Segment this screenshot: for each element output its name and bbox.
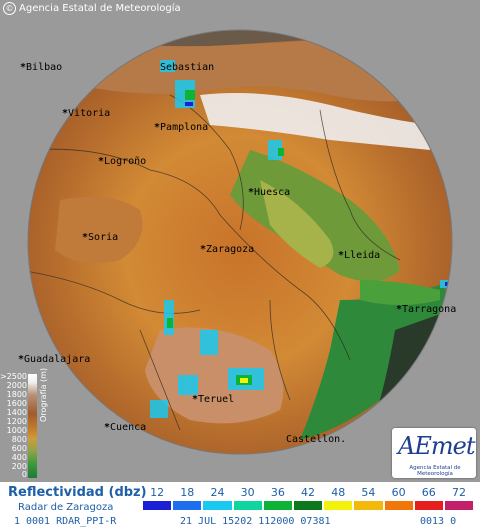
city-label-zaragoza: *Zaragoza [200,244,255,255]
city-label-cuenca: *Cuenca [104,422,147,433]
legend-subtitle: Radar de Zaragoza [18,502,114,513]
legend-scale-step: 12 [142,486,172,510]
city-label-teruel: *Teruel [192,394,235,405]
orography-ticks: >2500 2000 1800 1600 1400 1200 1000 800 … [0,372,27,480]
orography-tick: 1400 [6,408,27,417]
orography-tick: 600 [11,444,27,453]
orography-scale: >2500 2000 1800 1600 1400 1200 1000 800 … [0,368,50,480]
orography-tick: >2500 [0,372,27,381]
legend-scale-value: 72 [451,486,466,499]
orography-title: Orografía (m) [39,367,48,422]
legend-scale-step: 24 [202,486,232,510]
radar-map [27,29,453,455]
orography-tick: 1000 [6,426,27,435]
legend-scale-value: 48 [331,486,346,499]
info-code: 0001 RDAR_PPI-R [26,516,117,527]
city-label-tarragona: *Tarragona [396,304,457,315]
city-label-sebastian: Sebastian [160,62,215,73]
legend-color-swatch [173,501,202,510]
copyright-credit: © Agencia Estatal de Meteorología [3,2,181,15]
legend-scale-value: 30 [240,486,255,499]
city-label-vitoria: *Vitoria [62,108,111,119]
legend-scale-step: 54 [353,486,383,510]
orography-tick: 2000 [6,381,27,390]
legend-scale-value: 18 [180,486,195,499]
orography-tick: 0 [21,470,27,479]
orography-tick: 1800 [6,390,27,399]
city-label-guadalajara: *Guadalajara [18,354,91,365]
legend-color-swatch [203,501,232,510]
credit-text: Agencia Estatal de Meteorología [19,3,181,14]
legend-scale-value: 66 [421,486,436,499]
legend-scale-step: 48 [323,486,353,510]
city-label-castellon: Castellon. [286,434,347,445]
orography-tick: 800 [11,435,27,444]
legend-color-swatch [143,501,172,510]
legend-color-swatch [384,501,413,510]
info-date: 21 JUL 15202 112000 07381 [180,516,331,527]
legend-scale-value: 36 [270,486,285,499]
legend-scale-step: 18 [172,486,202,510]
legend-scale-value: 42 [301,486,316,499]
legend-title: Reflectividad (dbz) [8,485,147,500]
orography-tick: 1600 [6,399,27,408]
legend-scale-step: 36 [263,486,293,510]
city-label-soria: *Soria [82,232,119,243]
orography-tick: 1200 [6,417,27,426]
aemet-logo: AEmet Agencia Estatal de Meteorología [392,428,476,478]
legend-scale-step: 66 [414,486,444,510]
legend-scale-value: 54 [361,486,376,499]
legend-scale-step: 42 [293,486,323,510]
reflectivity-legend: Reflectividad (dbz) Radar de Zaragoza 12… [0,482,480,530]
info-index: 1 [14,516,21,527]
radar-range-ring [27,29,453,455]
city-label-logrono: *Logroño [98,156,147,167]
city-label-huesca: *Huesca [248,187,291,198]
legend-color-swatch [233,501,262,510]
legend-color-swatch [414,501,443,510]
legend-scale-step: 72 [444,486,474,510]
city-label-lleida: *Lleida [338,250,381,261]
orography-tick: 400 [11,453,27,462]
copyright-icon: © [3,2,16,15]
legend-color-swatch [354,501,383,510]
product-info-bar: 1 0001 RDAR_PPI-R 21 JUL 15202 112000 07… [0,514,480,530]
logo-subtitle: Agencia Estatal de Meteorología [409,465,461,477]
legend-scale-step: 30 [233,486,263,510]
logo-mark: AEmet [398,432,475,460]
reflectivity-scale: 12 18 24 30 36 42 48 54 60 66 72 [142,486,474,510]
info-tail: 0013 0 [420,516,457,527]
legend-color-swatch [324,501,353,510]
city-label-bilbao: *Bilbao [20,62,63,73]
orography-tick: 200 [11,462,27,471]
legend-scale-value: 24 [210,486,225,499]
legend-scale-step: 60 [384,486,414,510]
city-label-pamplona: *Pamplona [154,122,209,133]
legend-scale-value: 12 [150,486,165,499]
legend-color-swatch [293,501,323,510]
legend-scale-value: 60 [391,486,406,499]
legend-color-swatch [444,501,474,510]
orography-color-bar [28,374,37,478]
legend-color-swatch [263,501,292,510]
